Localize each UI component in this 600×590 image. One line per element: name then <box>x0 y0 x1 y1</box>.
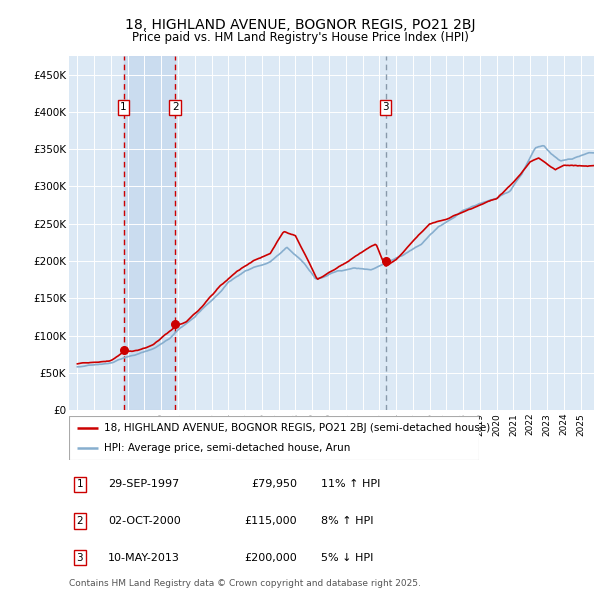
Text: 8% ↑ HPI: 8% ↑ HPI <box>321 516 373 526</box>
Text: 2: 2 <box>172 103 178 112</box>
Text: 1: 1 <box>120 103 127 112</box>
Text: 10-MAY-2013: 10-MAY-2013 <box>108 553 180 562</box>
Text: 29-SEP-1997: 29-SEP-1997 <box>108 480 179 489</box>
Text: HPI: Average price, semi-detached house, Arun: HPI: Average price, semi-detached house,… <box>104 443 350 453</box>
Text: 11% ↑ HPI: 11% ↑ HPI <box>321 480 380 489</box>
Text: Price paid vs. HM Land Registry's House Price Index (HPI): Price paid vs. HM Land Registry's House … <box>131 31 469 44</box>
Text: £200,000: £200,000 <box>244 553 297 562</box>
Text: 3: 3 <box>76 553 83 562</box>
Text: £79,950: £79,950 <box>251 480 297 489</box>
Text: 3: 3 <box>382 103 389 112</box>
Text: 18, HIGHLAND AVENUE, BOGNOR REGIS, PO21 2BJ: 18, HIGHLAND AVENUE, BOGNOR REGIS, PO21 … <box>125 18 475 32</box>
Text: £115,000: £115,000 <box>244 516 297 526</box>
Text: 18, HIGHLAND AVENUE, BOGNOR REGIS, PO21 2BJ (semi-detached house): 18, HIGHLAND AVENUE, BOGNOR REGIS, PO21 … <box>104 423 490 433</box>
Bar <box>124 56 175 410</box>
Text: 1: 1 <box>76 480 83 489</box>
Text: Contains HM Land Registry data © Crown copyright and database right 2025.: Contains HM Land Registry data © Crown c… <box>69 579 421 588</box>
Text: 02-OCT-2000: 02-OCT-2000 <box>108 516 181 526</box>
Text: 5% ↓ HPI: 5% ↓ HPI <box>321 553 373 562</box>
Text: 2: 2 <box>76 516 83 526</box>
FancyBboxPatch shape <box>69 416 479 460</box>
